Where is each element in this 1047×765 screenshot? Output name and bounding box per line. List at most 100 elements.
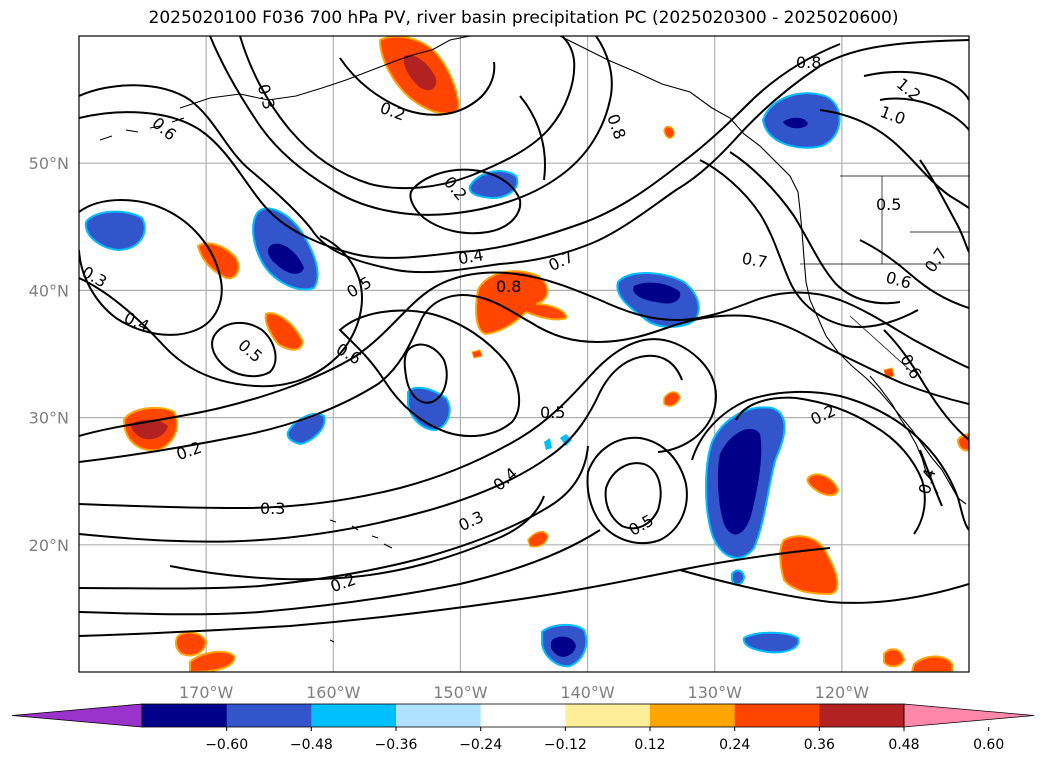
alaska-coast bbox=[179, 36, 471, 109]
colorbar-segment bbox=[142, 704, 228, 727]
contour-line bbox=[863, 70, 969, 101]
lon-tick-label: 140°W bbox=[560, 683, 615, 702]
contour-line bbox=[586, 436, 688, 545]
contour-line bbox=[79, 199, 223, 336]
contour-line bbox=[691, 390, 969, 531]
contour-line bbox=[209, 36, 613, 216]
colorbar-segment bbox=[396, 704, 482, 727]
colorbar-tick-label: −0.36 bbox=[375, 737, 418, 753]
colorbar-tick-label: 0.48 bbox=[888, 737, 919, 753]
colorbar-tick-label: 0.60 bbox=[973, 737, 1004, 753]
colorbar-frame bbox=[141, 703, 905, 728]
negative-blob bbox=[268, 243, 304, 274]
lon-tick-label: 120°W bbox=[815, 683, 870, 702]
map-title: 2025020100 F036 700 hPa PV, river basin … bbox=[148, 8, 899, 28]
colorbar-segment bbox=[226, 704, 312, 727]
colorbar-tick-label: −0.60 bbox=[205, 737, 248, 753]
contour-line bbox=[519, 95, 546, 181]
map-frame bbox=[78, 35, 970, 673]
contour-label: 0.6 bbox=[884, 268, 914, 293]
contour-line bbox=[859, 239, 969, 309]
contour-label: 0.4 bbox=[489, 464, 521, 495]
positive-blob bbox=[663, 125, 675, 139]
pv-contours bbox=[79, 36, 969, 637]
contour-line bbox=[735, 396, 926, 535]
negative-blob bbox=[544, 438, 552, 450]
contour-label: 0.7 bbox=[740, 249, 768, 272]
contour-line bbox=[79, 43, 841, 259]
negative-blob bbox=[742, 631, 800, 654]
positive-blob bbox=[779, 535, 839, 596]
contour-line bbox=[729, 151, 901, 305]
contour-label: 0.4 bbox=[457, 245, 485, 268]
contour-label: 0.8 bbox=[496, 277, 521, 296]
negative-blob bbox=[633, 282, 681, 304]
lon-tick-label: 160°W bbox=[306, 683, 361, 702]
positive-blob bbox=[403, 55, 437, 91]
positive-blob bbox=[910, 655, 953, 672]
contour-line bbox=[403, 343, 448, 404]
colorbar-segment bbox=[734, 704, 820, 727]
state-borders bbox=[800, 175, 969, 373]
precipitation-shading bbox=[84, 36, 969, 672]
negative-blob bbox=[731, 569, 746, 586]
positive-blob bbox=[189, 650, 236, 672]
colorbar-tick-label: −0.48 bbox=[290, 737, 333, 753]
colorbar-segment bbox=[480, 704, 566, 727]
colorbar-segment bbox=[565, 704, 651, 727]
contour-line bbox=[79, 294, 969, 463]
positive-blob bbox=[471, 349, 483, 359]
lon-tick-label: 150°W bbox=[433, 683, 488, 702]
aleutian-islands bbox=[99, 117, 185, 141]
positive-blob bbox=[883, 648, 906, 668]
positive-blob bbox=[806, 473, 840, 497]
lat-tick-label: 30°N bbox=[29, 409, 69, 428]
contour-line bbox=[79, 445, 589, 590]
negative-blob bbox=[783, 117, 808, 129]
negative-blob bbox=[717, 428, 762, 535]
contour-label: 0.5 bbox=[876, 195, 901, 214]
contour-line bbox=[919, 159, 969, 253]
colorbar-tick-label: 0.36 bbox=[804, 737, 835, 753]
negative-blob bbox=[84, 210, 146, 252]
contour-label: 0.3 bbox=[79, 262, 111, 291]
contour-label: 0.5 bbox=[343, 272, 375, 301]
contour-label: 0.8 bbox=[603, 112, 630, 142]
lat-tick-label: 50°N bbox=[29, 154, 69, 173]
latitude-labels: 20°N 30°N 40°N 50°N bbox=[29, 154, 69, 555]
positive-blob bbox=[264, 312, 304, 351]
longitude-labels: 170°W 160°W 150°W 140°W 130°W 120°W bbox=[179, 683, 869, 702]
contour-line bbox=[79, 271, 969, 437]
contour-line bbox=[604, 462, 662, 530]
contour-line bbox=[211, 321, 277, 378]
contour-label: 0.6 bbox=[333, 339, 365, 368]
contour-line bbox=[79, 39, 969, 274]
contour-label: 0.2 bbox=[174, 438, 204, 465]
contour-line bbox=[699, 159, 919, 328]
colorbar-segment bbox=[311, 704, 397, 727]
colorbar-tick-label: 0.24 bbox=[719, 737, 750, 753]
colorbar-tick-label: −0.24 bbox=[459, 737, 502, 753]
contour-label: 0.5 bbox=[540, 403, 565, 422]
contour-line bbox=[679, 569, 969, 604]
negative-blob bbox=[560, 434, 572, 446]
contour-label: 0.3 bbox=[260, 499, 285, 518]
contour-label: 0.2 bbox=[378, 98, 408, 125]
colorbar-segment bbox=[650, 704, 736, 727]
colorbar: −0.60 −0.48 −0.36 −0.24 −0.12 0.12 0.24 0.36 0.4… bbox=[11, 703, 1035, 753]
contour-line bbox=[169, 495, 545, 581]
colorbar-segment bbox=[819, 704, 905, 727]
colorbar-tick-label: −0.12 bbox=[544, 737, 587, 753]
lon-tick-label: 170°W bbox=[179, 683, 234, 702]
contour-label: 0.5 bbox=[234, 335, 266, 366]
contour-line bbox=[819, 109, 969, 209]
contour-line bbox=[409, 168, 522, 235]
contour-label: 0.3 bbox=[254, 82, 279, 112]
contour-label: 1.0 bbox=[878, 102, 908, 129]
contour-line bbox=[879, 97, 969, 131]
colorbar-tick-label: 0.12 bbox=[634, 737, 665, 753]
contour-line bbox=[883, 329, 969, 441]
contour-label: 0.8 bbox=[796, 53, 821, 72]
contour-label: 0.5 bbox=[625, 510, 657, 539]
positive-blob bbox=[527, 530, 549, 548]
